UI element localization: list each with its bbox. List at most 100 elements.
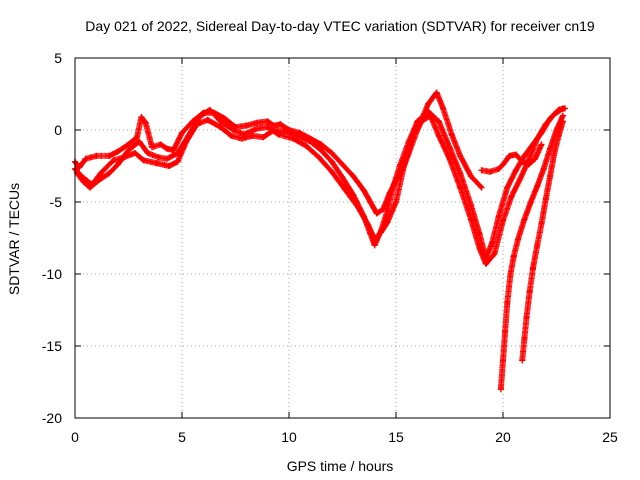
data-point	[93, 152, 100, 159]
axis-ticks: 0 5 10 15 20 25 -20 -15 -10 -5 0 5	[42, 50, 618, 445]
data-point	[144, 150, 151, 157]
data-point	[512, 167, 519, 174]
data-point	[204, 116, 211, 123]
data-point	[367, 199, 374, 205]
data-point	[164, 145, 171, 152]
data-point	[467, 216, 474, 223]
data-point	[500, 357, 506, 364]
x-axis-label: GPS time / hours	[287, 458, 394, 474]
chart-title: Day 021 of 2022, Sidereal Day-to-day VTE…	[85, 18, 595, 34]
data-point	[504, 299, 511, 306]
data-point	[131, 150, 138, 157]
data-point	[425, 108, 432, 115]
data-point	[260, 134, 267, 141]
data-point	[559, 112, 566, 119]
data-point	[277, 121, 284, 128]
data-point	[138, 114, 145, 121]
data-point	[174, 158, 181, 165]
data-point	[521, 216, 528, 223]
data-point	[80, 178, 87, 185]
data-point	[393, 199, 399, 205]
data-point	[457, 152, 464, 159]
data-point	[153, 160, 160, 167]
data-point	[217, 124, 224, 131]
data-point	[217, 118, 224, 125]
data-point	[97, 170, 104, 177]
data-point	[134, 134, 141, 141]
data-point	[185, 132, 192, 139]
data-point	[551, 150, 558, 157]
data-point	[82, 155, 89, 162]
data-point	[384, 219, 391, 226]
data-point	[534, 242, 541, 249]
data-point	[157, 141, 164, 148]
data-point	[525, 161, 532, 168]
data-point	[174, 150, 181, 157]
data-point	[476, 245, 483, 252]
data-point	[318, 147, 325, 154]
data-point	[76, 164, 83, 171]
data-point	[517, 175, 524, 182]
data-point	[290, 135, 297, 142]
data-point	[538, 141, 545, 148]
data-point	[508, 193, 515, 200]
data-point	[435, 132, 442, 139]
data-point	[328, 168, 335, 175]
data-point	[435, 118, 442, 125]
data-point	[427, 112, 434, 119]
data-point	[551, 111, 558, 118]
data-point	[371, 236, 378, 243]
data-point	[264, 118, 271, 125]
data-point	[110, 157, 117, 164]
data-point	[497, 386, 504, 393]
data-point	[149, 144, 156, 151]
x-tick-label: 15	[388, 429, 404, 445]
data-point	[512, 151, 519, 158]
y-tick-label: 5	[54, 50, 62, 66]
data-point	[401, 160, 408, 167]
data-point	[371, 242, 378, 249]
data-point	[446, 144, 453, 151]
data-point	[249, 132, 256, 139]
data-point	[136, 138, 143, 145]
data-point	[378, 229, 385, 236]
data-point	[418, 118, 425, 125]
data-point	[527, 199, 534, 205]
data-point	[142, 119, 149, 126]
y-tick-label: -5	[50, 194, 63, 210]
data-point	[360, 187, 367, 194]
data-point	[164, 155, 171, 162]
x-tick-label: 25	[602, 429, 618, 445]
data-point	[440, 105, 447, 112]
data-point	[500, 161, 506, 168]
data-point	[495, 165, 502, 172]
data-point	[339, 174, 346, 181]
data-point	[491, 250, 498, 257]
data-point	[294, 132, 301, 139]
data-point	[478, 167, 485, 174]
data-point	[532, 155, 539, 162]
x-tick-label: 0	[71, 429, 79, 445]
data-point	[140, 157, 147, 164]
data-point	[547, 173, 554, 180]
data-point	[275, 131, 282, 138]
data-point	[315, 154, 322, 161]
data-point	[253, 119, 260, 126]
data-point	[457, 170, 464, 177]
data-point	[559, 118, 566, 125]
data-point	[125, 147, 132, 154]
data-point	[559, 105, 566, 112]
data-point	[106, 170, 113, 177]
data-point	[303, 142, 310, 149]
data-point	[482, 260, 489, 267]
data-point	[95, 177, 102, 184]
data-point	[514, 236, 521, 243]
y-tick-label: -15	[42, 338, 62, 354]
data-point	[228, 132, 235, 139]
data-point	[507, 271, 514, 277]
data-point	[547, 145, 554, 152]
data-point	[433, 89, 440, 96]
plot-border	[74, 57, 611, 419]
data-point	[425, 101, 432, 108]
